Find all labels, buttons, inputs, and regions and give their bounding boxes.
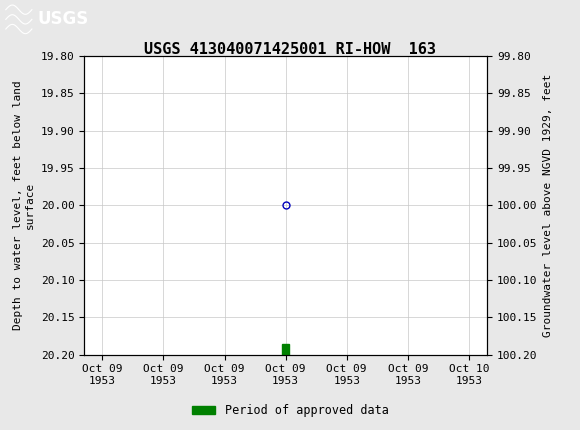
Bar [282, 344, 289, 355]
Legend: Period of approved data: Period of approved data [187, 399, 393, 422]
Text: USGS 413040071425001 RI-HOW  163: USGS 413040071425001 RI-HOW 163 [144, 42, 436, 57]
Y-axis label: Depth to water level, feet below land
surface: Depth to water level, feet below land su… [13, 80, 35, 330]
Text: USGS: USGS [38, 10, 89, 28]
Y-axis label: Groundwater level above NGVD 1929, feet: Groundwater level above NGVD 1929, feet [543, 74, 553, 337]
